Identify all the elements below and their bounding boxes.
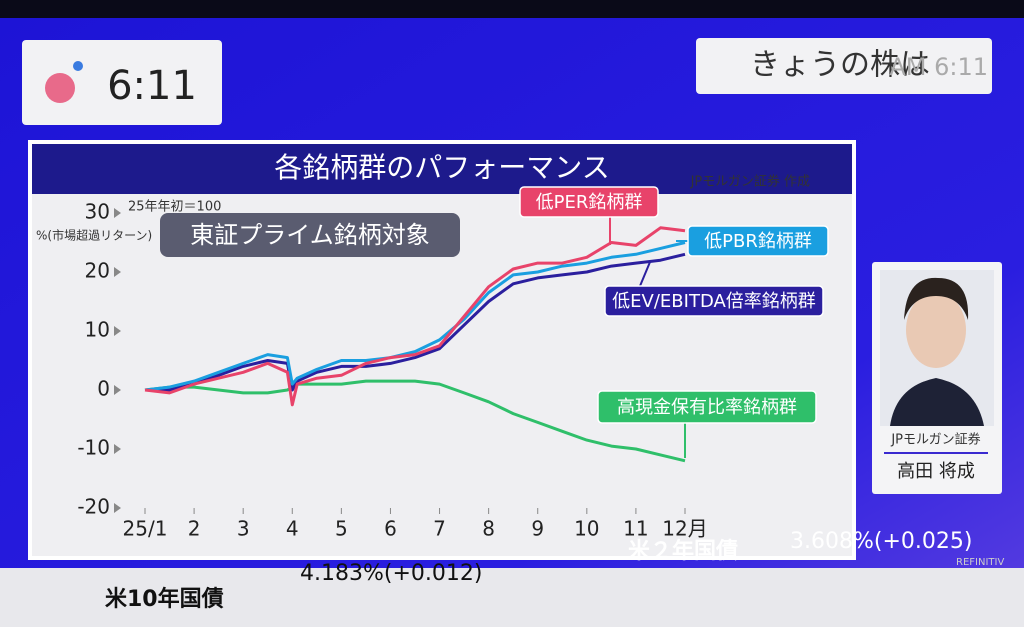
program-time: AM 6:11 <box>889 53 988 81</box>
legend-label: 低PER銘柄群 <box>536 192 643 213</box>
series-line <box>145 252 686 392</box>
y-tick-label: 10 <box>85 318 110 342</box>
y-tick-mark <box>114 444 121 454</box>
y-tick-label: 30 <box>85 200 110 224</box>
guest-name: 高田 将成 <box>897 461 975 482</box>
x-tick-label: 2 <box>188 517 201 541</box>
series-line <box>144 379 686 463</box>
ticker-value: 3.608%(+0.025) <box>790 529 972 554</box>
y-tick-label: 0 <box>97 377 110 401</box>
program-box <box>696 38 992 94</box>
logo <box>45 73 75 103</box>
x-tick-label: 4 <box>286 517 299 541</box>
legend-box <box>687 225 829 257</box>
x-tick-label: 5 <box>335 517 348 541</box>
program: きょうの株は <box>750 48 930 83</box>
y-tick-mark <box>114 208 121 218</box>
series-line <box>144 226 686 407</box>
y-tick-label: -10 <box>77 436 110 460</box>
legend-box <box>519 186 659 218</box>
legend-label: 低PBR銘柄群 <box>704 231 812 252</box>
legend-label: 高現金保有比率銘柄群 <box>617 397 797 418</box>
plot: -20 -10 0 10 20 30 25/1 2 3 4 5 6 7 8 9 10 11 12月 低PER銘柄群低… <box>77 186 829 541</box>
legend-box <box>597 390 817 424</box>
guest-face <box>906 292 966 368</box>
y-tick-mark <box>114 385 121 395</box>
source: JPモルガン証券 作成 <box>690 174 810 190</box>
legend-box <box>604 285 824 317</box>
x-tick-label: 9 <box>531 517 544 541</box>
x-tick-label: 10 <box>574 517 599 541</box>
guest-company: JPモルガン証券 <box>890 432 980 448</box>
y-tick-mark <box>114 503 121 513</box>
x-tick-label: 11 <box>623 517 648 541</box>
chart-title: 各銘柄群のパフォーマンス <box>274 151 609 184</box>
watermark: REFINITIV <box>956 557 1004 568</box>
ticker-name: 米２年国債 <box>628 538 738 564</box>
guest-hair <box>904 277 969 320</box>
y-tick-label: -20 <box>77 495 110 519</box>
base-note: 25年年初＝100 <box>128 200 221 215</box>
x-tick-label: 7 <box>433 517 446 541</box>
logo-dot <box>73 61 83 71</box>
guest-suit <box>890 378 984 426</box>
x-tick-label: 3 <box>237 517 250 541</box>
y-tick-mark <box>114 326 121 336</box>
ticker-value: 4.183%(+0.012) <box>300 561 482 586</box>
annotation: 東証プライム銘柄対象 <box>190 221 430 249</box>
x-tick-label: 6 <box>384 517 397 541</box>
legend-label: 低EV/EBITDA倍率銘柄群 <box>612 291 816 312</box>
x-tick-label: 8 <box>482 517 495 541</box>
ticker-bar <box>0 568 1024 627</box>
title-bar <box>32 144 852 194</box>
clock: 6:11 <box>107 63 197 109</box>
ticker-name: 米10年国債 <box>105 586 224 612</box>
y-axis-label: %(市場超過リターン) <box>36 228 152 243</box>
annotation-box <box>160 213 460 257</box>
y-tick-label: 20 <box>85 259 110 283</box>
legend-pointer <box>639 261 651 287</box>
y-tick-mark <box>114 267 121 277</box>
x-tick-label: 12月 <box>662 517 707 541</box>
x-tick-label: 25/1 <box>123 517 168 541</box>
clock-box <box>22 40 222 125</box>
